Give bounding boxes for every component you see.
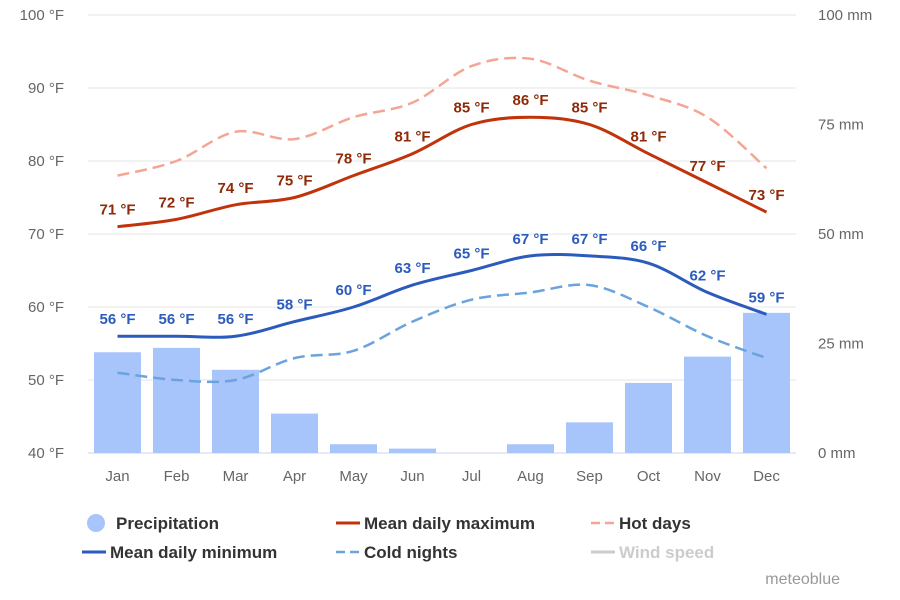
mean-daily-maximum-data-label: 85 °F <box>453 100 489 117</box>
left-axis-labels: 40 °F 50 °F 60 °F 70 °F 80 °F 90 °F 100 °F <box>20 7 64 462</box>
mean-daily-minimum-data-label: 56 °F <box>158 311 194 328</box>
mean-daily-maximum-data-label: 85 °F <box>571 100 607 117</box>
right-tick-label: 50 mm <box>818 226 864 243</box>
left-tick-label: 80 °F <box>28 153 64 170</box>
mean-daily-minimum-data-label: 59 °F <box>748 289 784 306</box>
left-tick-label: 70 °F <box>28 226 64 243</box>
month-label: Aug <box>517 468 544 485</box>
legend-label: Precipitation <box>116 514 219 533</box>
precipitation-bar <box>271 413 318 453</box>
legend-label: Hot days <box>619 514 691 533</box>
temperature-lines <box>117 56 768 384</box>
month-label: Jun <box>400 468 424 485</box>
month-label: Sep <box>576 468 603 485</box>
left-tick-label: 40 °F <box>28 445 64 462</box>
mean-daily-maximum-data-label: 72 °F <box>158 194 194 211</box>
left-tick-label: 90 °F <box>28 80 64 97</box>
right-tick-label: 0 mm <box>818 445 856 462</box>
right-tick-label: 100 mm <box>818 7 872 24</box>
left-tick-label: 50 °F <box>28 372 64 389</box>
legend-item-mean-daily-maximum[interactable]: Mean daily maximum <box>336 514 535 533</box>
legend-label: Mean daily maximum <box>364 514 535 533</box>
mean-daily-maximum-data-label: 86 °F <box>512 92 548 109</box>
month-label: May <box>339 468 368 485</box>
month-label: Jan <box>105 468 129 485</box>
mean-daily-minimum-data-label: 60 °F <box>335 282 371 299</box>
month-label: Feb <box>164 468 190 485</box>
right-axis-labels: 0 mm 25 mm 50 mm 75 mm 100 mm <box>818 7 872 462</box>
mean-daily-maximum-data-label: 77 °F <box>689 158 725 175</box>
mean-daily-minimum-data-label: 66 °F <box>630 238 666 255</box>
month-label: Dec <box>753 468 780 485</box>
precipitation-bar <box>684 356 731 453</box>
mean-daily-maximum-data-label: 71 °F <box>99 202 135 219</box>
mean-daily-minimum-data-label: 67 °F <box>512 231 548 248</box>
mean-daily-maximum-line <box>117 115 768 229</box>
legend-label: Wind speed <box>619 543 714 562</box>
mean-daily-maximum-data-label: 81 °F <box>394 129 430 146</box>
mean-daily-minimum-line <box>117 253 768 339</box>
month-label: Oct <box>637 468 661 485</box>
left-tick-label: 100 °F <box>20 7 64 24</box>
precipitation-bar <box>389 448 436 453</box>
precipitation-bar <box>507 444 554 453</box>
legend-label: Mean daily minimum <box>110 543 277 562</box>
month-label: Apr <box>283 468 306 485</box>
legend-item-precipitation[interactable]: Precipitation <box>87 514 219 533</box>
mean-daily-maximum-data-label: 73 °F <box>748 187 784 204</box>
month-label: Nov <box>694 468 721 485</box>
precipitation-bar <box>330 444 377 453</box>
month-label: Jul <box>462 468 481 485</box>
mean-daily-minimum-data-label: 63 °F <box>394 260 430 277</box>
cold-nights-line <box>117 283 767 384</box>
mean-daily-maximum-data-label: 81 °F <box>630 129 666 146</box>
legend-item-hot-days[interactable]: Hot days <box>591 514 691 533</box>
grid <box>88 14 796 454</box>
precipitation-bar <box>153 347 200 453</box>
right-tick-label: 75 mm <box>818 117 864 134</box>
left-tick-label: 60 °F <box>28 299 64 316</box>
legend-item-mean-daily-minimum[interactable]: Mean daily minimum <box>82 543 277 562</box>
mean-daily-minimum-data-label: 56 °F <box>217 311 253 328</box>
data-labels: 71 °F 72 °F 74 °F 75 °F 78 °F 81 °F 85 °F 86 °F… <box>99 92 784 328</box>
precipitation-legend-icon <box>87 514 105 532</box>
precipitation-bar <box>743 312 790 453</box>
legend: Precipitation Mean daily maximum Hot days M… <box>82 514 714 562</box>
month-label: Mar <box>223 468 249 485</box>
precipitation-bars <box>94 312 790 453</box>
precipitation-bar <box>566 422 613 453</box>
mean-daily-minimum-data-label: 67 °F <box>571 231 607 248</box>
mean-daily-minimum-data-label: 62 °F <box>689 267 725 284</box>
legend-item-wind-speed[interactable]: Wind speed <box>591 543 714 562</box>
x-axis-labels: Jan Feb Mar Apr May Jun Jul Aug Sep Oct Nov Dec <box>105 468 780 485</box>
mean-daily-minimum-data-label: 65 °F <box>453 246 489 263</box>
credit-text[interactable]: meteoblue <box>765 571 840 588</box>
mean-daily-maximum-data-label: 75 °F <box>276 173 312 190</box>
mean-daily-maximum-data-label: 74 °F <box>217 180 253 197</box>
precipitation-bar <box>212 369 259 453</box>
mean-daily-maximum-data-label: 78 °F <box>335 151 371 168</box>
mean-daily-minimum-data-label: 58 °F <box>276 297 312 314</box>
precipitation-bar <box>94 352 141 453</box>
mean-daily-minimum-data-label: 56 °F <box>99 311 135 328</box>
hot-days-line <box>117 56 768 177</box>
legend-item-cold-nights[interactable]: Cold nights <box>336 543 457 562</box>
precipitation-bar <box>625 382 672 453</box>
right-tick-label: 25 mm <box>818 336 864 353</box>
legend-label: Cold nights <box>364 543 457 562</box>
